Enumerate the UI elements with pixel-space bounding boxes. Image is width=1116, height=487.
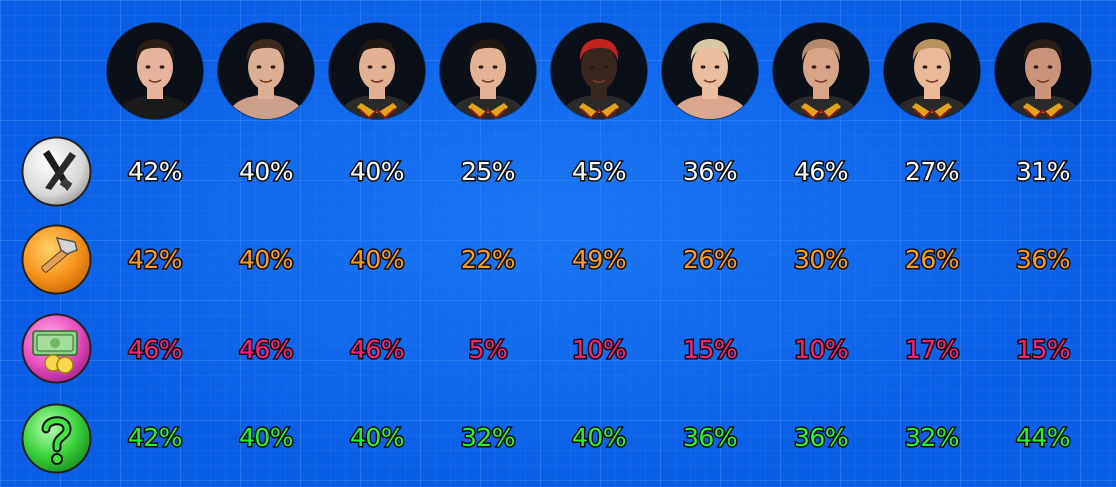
stat-value-tools: 46% [792,156,850,188]
portrait-character-9[interactable] [995,23,1091,119]
stat-value-tools: 40% [237,156,295,188]
stat-value-unknown: 32% [459,422,517,454]
portrait-character-4[interactable] [440,23,536,119]
stat-value-tools: 27% [903,156,961,188]
stat-value-tools: 25% [459,156,517,188]
stat-value-tools: 36% [681,156,739,188]
portrait-character-8[interactable] [884,23,980,119]
stat-value-money: 10% [792,334,850,366]
portrait-character-1[interactable] [107,23,203,119]
money-icon [21,313,92,384]
stat-value-money: 5% [467,334,509,366]
portrait-character-6[interactable] [662,23,758,119]
stat-value-money: 46% [348,334,406,366]
stat-value-construction: 40% [237,244,295,276]
stat-value-money: 10% [570,334,628,366]
stat-value-tools: 40% [348,156,406,188]
stat-value-unknown: 40% [570,422,628,454]
portrait-character-2[interactable] [218,23,314,119]
stat-value-construction: 26% [903,244,961,276]
question-mark-icon [21,403,92,474]
stat-value-money: 15% [1014,334,1072,366]
stat-value-construction: 22% [459,244,517,276]
stat-value-construction: 36% [1014,244,1072,276]
stat-value-unknown: 40% [237,422,295,454]
stat-value-unknown: 36% [792,422,850,454]
stat-value-money: 15% [681,334,739,366]
stat-value-money: 46% [126,334,184,366]
portrait-character-5[interactable] [551,23,647,119]
stat-value-money: 17% [903,334,961,366]
stat-value-construction: 42% [126,244,184,276]
hammer-icon [21,224,92,295]
stat-value-construction: 49% [570,244,628,276]
stat-value-tools: 42% [126,156,184,188]
stat-value-construction: 30% [792,244,850,276]
stat-value-tools: 45% [570,156,628,188]
portrait-character-7[interactable] [773,23,869,119]
stat-value-unknown: 44% [1014,422,1072,454]
stat-value-construction: 26% [681,244,739,276]
tools-cross-icon [21,136,92,207]
stat-value-construction: 40% [348,244,406,276]
stat-value-unknown: 40% [348,422,406,454]
stat-value-tools: 31% [1014,156,1072,188]
stat-value-money: 46% [237,334,295,366]
stat-value-unknown: 42% [126,422,184,454]
portrait-character-3[interactable] [329,23,425,119]
stat-value-unknown: 32% [903,422,961,454]
stat-value-unknown: 36% [681,422,739,454]
